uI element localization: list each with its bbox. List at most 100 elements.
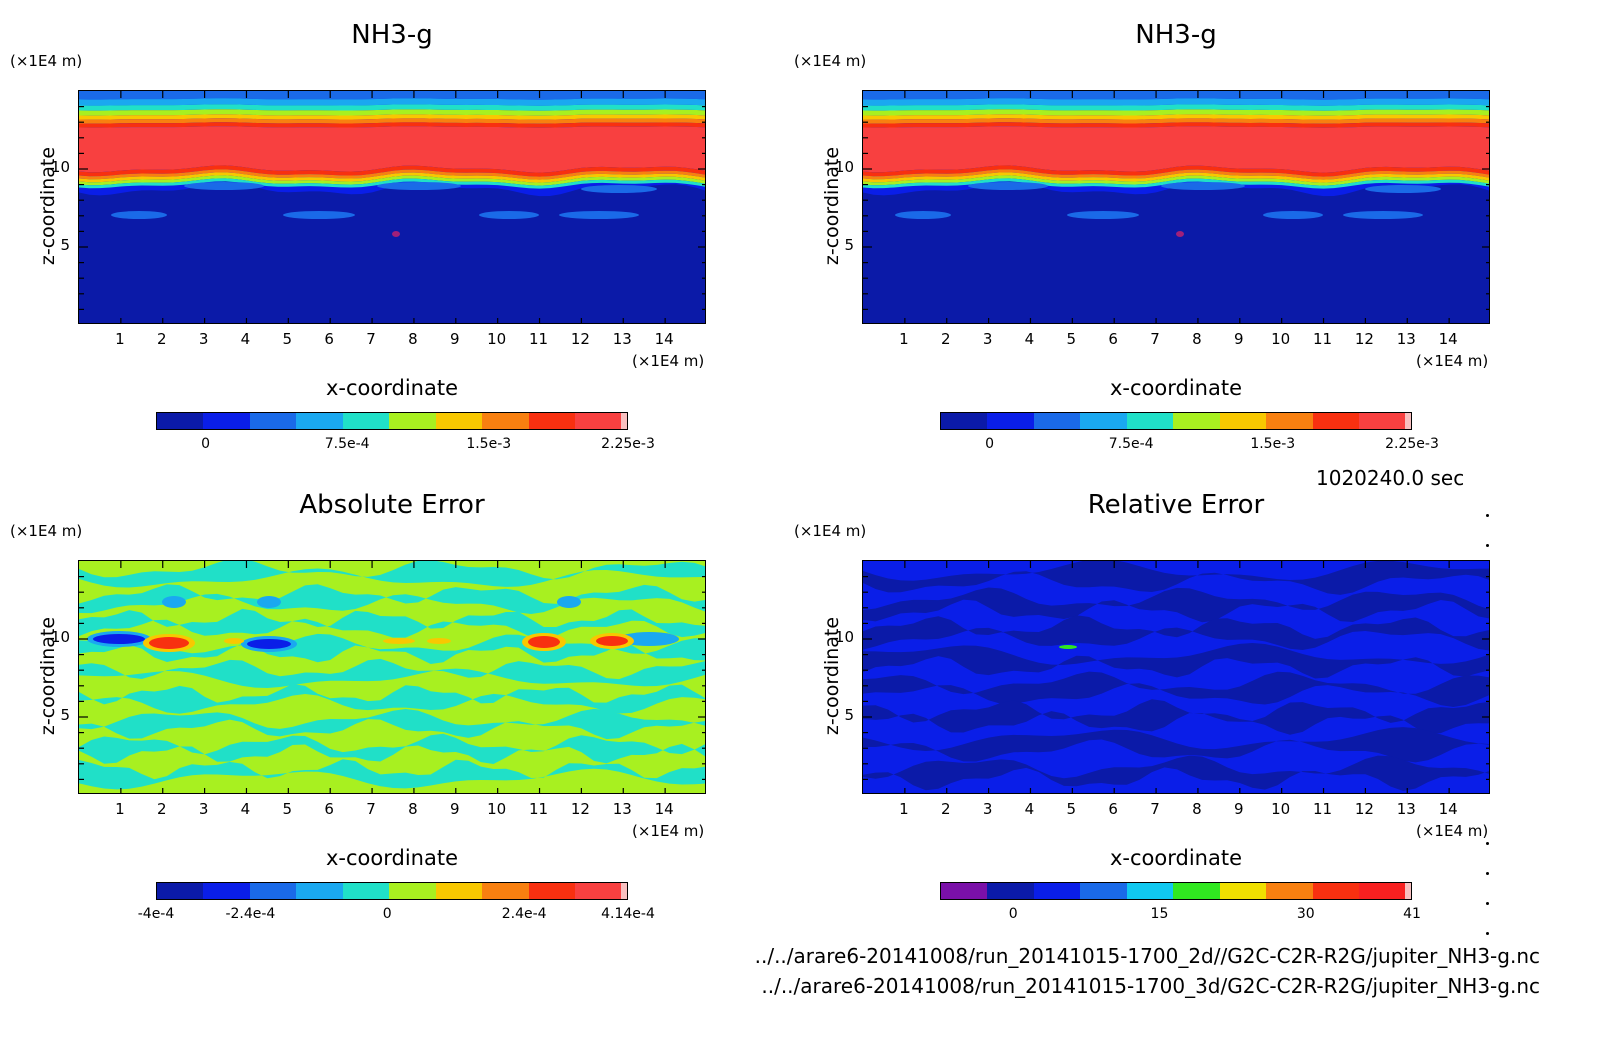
contour-level	[79, 608, 705, 640]
y-unit-label: (×1E4 m)	[10, 522, 83, 540]
x-tick-label: 7	[1150, 330, 1160, 348]
contour-level	[79, 172, 705, 183]
x-tick-label: 6	[1108, 800, 1118, 818]
contour-blob	[479, 211, 539, 219]
x-tick-label: 3	[198, 800, 209, 818]
colorbar-tick-label: 0	[985, 436, 995, 452]
contour-blob	[263, 599, 275, 605]
plot-area	[862, 560, 1490, 794]
contour-blob	[427, 638, 451, 644]
colorbar-segment	[621, 883, 627, 899]
contour-blob	[247, 639, 291, 649]
contour-field	[863, 91, 1489, 323]
x-axis-label: x-coordinate	[1109, 846, 1242, 870]
contour-level	[79, 759, 705, 790]
colorbar-tick-label: 1.5e-3	[1250, 436, 1296, 452]
chart-title: NH3-g	[1135, 20, 1217, 50]
x-tick-label: 14	[654, 800, 674, 818]
y-unit-label: (×1E4 m)	[794, 52, 867, 70]
colorbar	[940, 412, 1412, 430]
contour-level	[863, 122, 1489, 128]
x-tick-label: 3	[198, 330, 209, 348]
x-tick-label: 4	[240, 330, 251, 348]
colorbar-segment	[435, 883, 483, 899]
x-tick-label: 8	[1192, 330, 1202, 348]
contour-level	[863, 91, 1489, 100]
colorbar-segment	[389, 883, 436, 899]
y-axis-label: z-coordinate	[821, 616, 843, 736]
contour-level	[79, 708, 705, 740]
colorbar	[940, 882, 1412, 900]
colorbar-segment	[1405, 413, 1411, 429]
contour-layers	[863, 91, 1489, 323]
colorbar-segment	[389, 413, 436, 429]
x-tick-label: 5	[1066, 800, 1077, 818]
x-tick-label: 5	[282, 800, 293, 818]
plot-area	[78, 90, 706, 324]
contour-level	[863, 104, 1489, 111]
colorbar-segment	[296, 883, 343, 899]
contour-level	[863, 126, 1489, 173]
contour-field	[79, 91, 705, 323]
y-tick-label: 10	[50, 628, 70, 646]
contour-level	[863, 643, 1489, 679]
y-tick-label: 10	[50, 158, 70, 176]
contour-blob	[968, 182, 1048, 190]
contour-level	[79, 658, 705, 688]
colorbar-segment	[1080, 883, 1127, 899]
contour-blob	[93, 634, 145, 644]
contour-level	[863, 172, 1489, 183]
colorbar-segment	[1219, 413, 1267, 429]
x-tick-label: 6	[1108, 330, 1118, 348]
contour-blob	[283, 211, 355, 219]
colorbar-segment	[1080, 413, 1127, 429]
plot-area	[78, 560, 706, 794]
colorbar-tick-label: 30	[1296, 906, 1315, 922]
x-tick-label: 1	[115, 330, 125, 348]
contour-layers	[79, 561, 705, 793]
colorbar-tick-label: 0	[382, 906, 392, 922]
contour-level	[863, 98, 1489, 106]
contour-level	[79, 98, 705, 106]
colorbar-segment	[157, 413, 204, 429]
contour-level	[79, 104, 705, 111]
colorbar-segment	[528, 413, 575, 429]
x-tick-label: 14	[1438, 800, 1458, 818]
x-tick-label: 2	[940, 800, 951, 818]
x-tick-label: 7	[366, 800, 376, 818]
contour-blob	[392, 231, 400, 237]
plot-area	[862, 90, 1490, 324]
decor-dot	[1486, 842, 1489, 845]
x-tick-label: 1	[115, 800, 125, 818]
x-tick-label: 12	[1354, 800, 1374, 818]
y-unit-label: (×1E4 m)	[10, 52, 83, 70]
contour-level	[79, 733, 705, 764]
colorbar-tick-label: 1.5e-3	[466, 436, 512, 452]
colorbar-segment	[1173, 883, 1220, 899]
contour-level	[79, 165, 705, 177]
contour-level	[79, 91, 705, 100]
colorbar-segment	[249, 413, 297, 429]
contour-blob	[1343, 211, 1423, 219]
contour-blob	[184, 182, 264, 190]
contour-level	[79, 118, 705, 124]
colorbar-segment	[574, 883, 622, 899]
contour-level	[863, 118, 1489, 124]
axis-ticks	[863, 561, 1489, 793]
x-tick-label: 9	[450, 800, 460, 818]
colorbar-segment	[1312, 883, 1359, 899]
contour-blob	[528, 636, 560, 648]
contour-level	[863, 114, 1489, 120]
contour-level	[863, 109, 1489, 116]
x-tick-label: 2	[156, 800, 167, 818]
x-tick-label: 2	[940, 330, 951, 348]
chart-title: Absolute Error	[299, 490, 485, 520]
chart-title: Relative Error	[1087, 490, 1265, 520]
x-tick-label: 10	[1271, 800, 1291, 818]
x-tick-label: 6	[324, 800, 334, 818]
contour-blob	[377, 182, 461, 190]
x-tick-label: 11	[1312, 330, 1333, 348]
x-tick-label: 2	[156, 330, 167, 348]
contour-blob	[168, 599, 180, 605]
colorbar-segment	[1405, 883, 1411, 899]
